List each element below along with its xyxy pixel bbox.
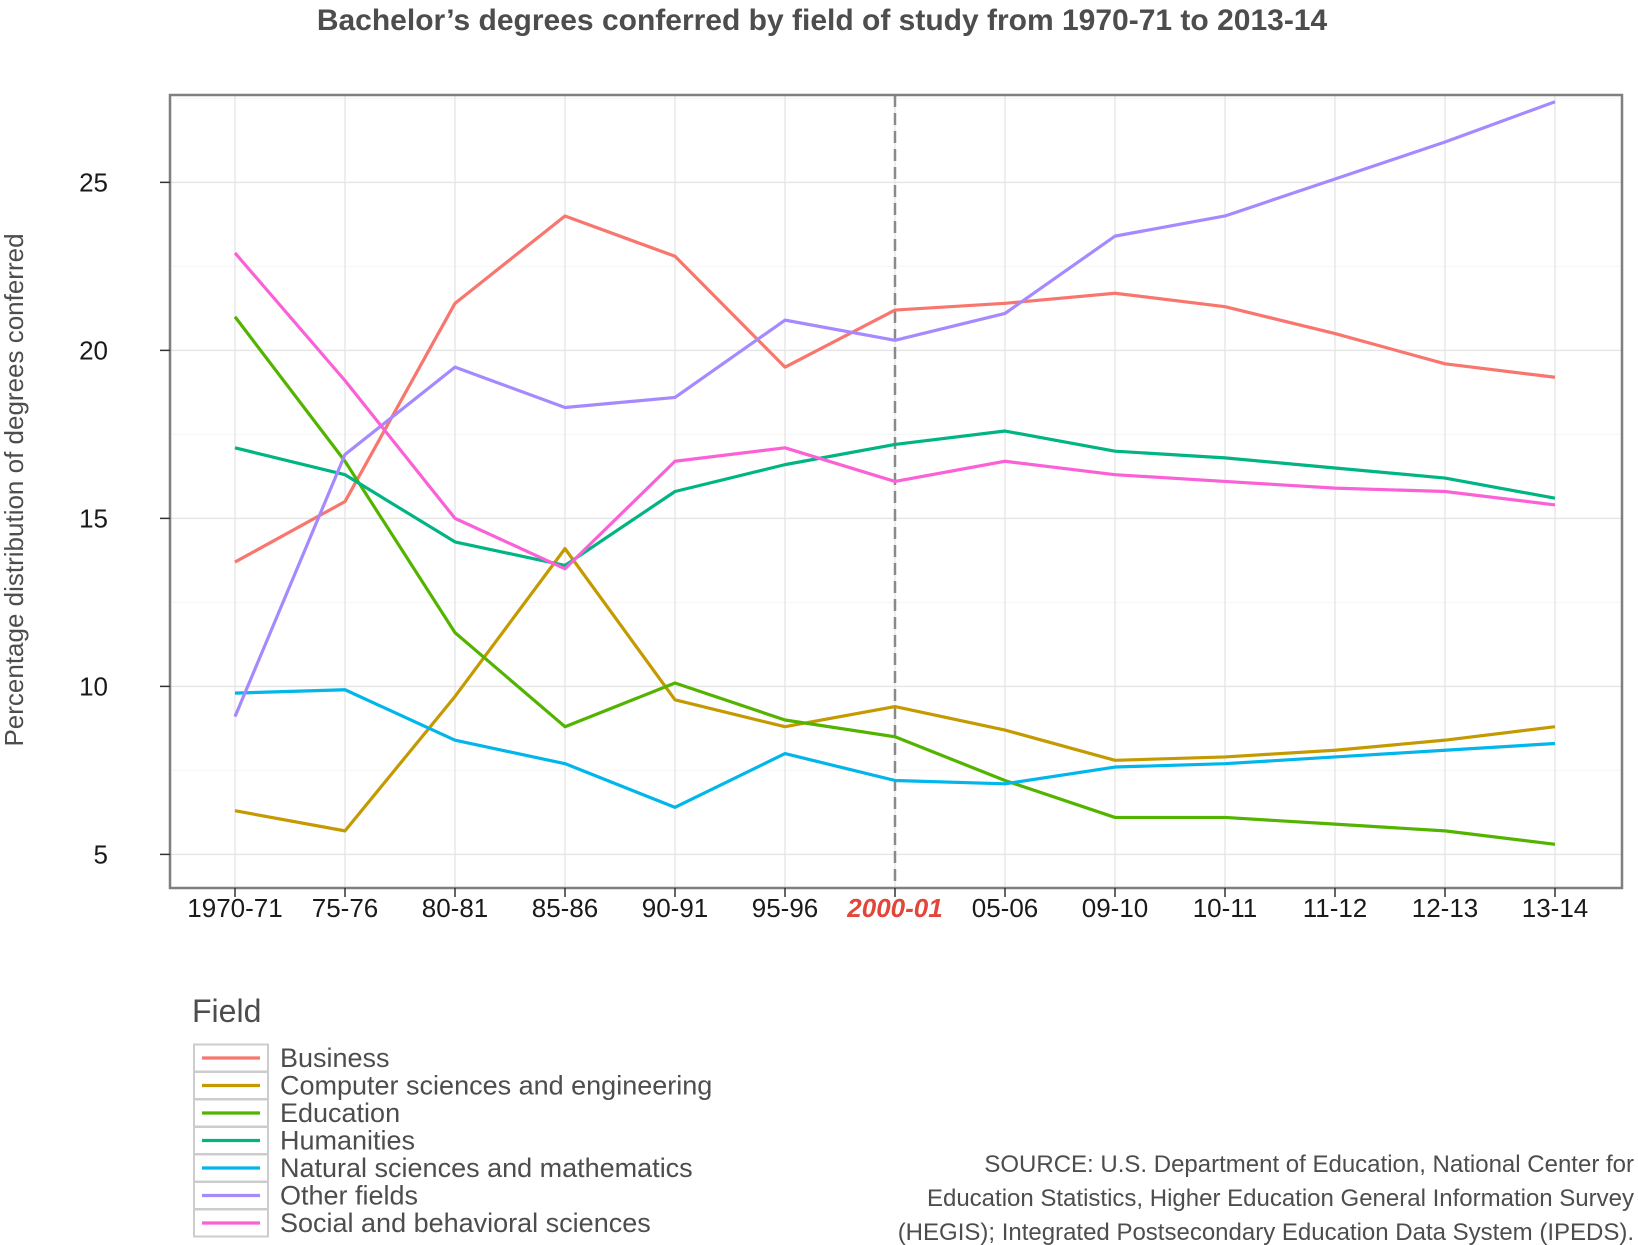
x-axis-ticks: 1970-71 75-76 80-81 85-86 90-91 95-96 2000-01 0… (187, 888, 1588, 923)
x-tick-label: 2000-01 (846, 893, 942, 923)
legend-label: Education (280, 1098, 400, 1128)
source-line-1: SOURCE: U.S. Department of Education, Na… (984, 1151, 1634, 1178)
y-tick-label: 5 (94, 839, 108, 869)
x-tick-label: 95-96 (752, 893, 819, 923)
x-tick-label: 10-11 (1193, 893, 1258, 923)
x-tick-label: 80-81 (422, 893, 489, 923)
series-line-computer-sciences-and-engineering (234, 547, 1556, 833)
x-tick-label: 13-14 (1522, 893, 1589, 923)
x-tick-label: 09-10 (1082, 893, 1149, 923)
legend-label: Social and behavioral sciences (280, 1208, 651, 1238)
chart-title: Bachelor’s degrees conferred by field of… (317, 4, 1328, 37)
y-tick-label: 10 (79, 671, 108, 701)
x-tick-label: 05-06 (972, 893, 1039, 923)
legend-label: Computer sciences and engineering (280, 1071, 712, 1101)
series-line-social-and-behavioral-sciences (233, 251, 1556, 571)
series-lines (233, 100, 1556, 846)
legend-label: Business (280, 1043, 390, 1073)
x-tick-label: 85-86 (532, 893, 599, 923)
y-tick-label: 15 (79, 503, 108, 533)
legend-label: Natural sciences and mathematics (280, 1153, 693, 1183)
y-tick-label: 20 (79, 335, 108, 365)
source-note: SOURCE: U.S. Department of Education, Na… (898, 1151, 1634, 1245)
legend-title: Field (192, 993, 261, 1029)
y-tick-label: 25 (79, 167, 108, 197)
legend-label: Other fields (280, 1181, 418, 1211)
series-line-education (233, 315, 1556, 846)
legend-label: Humanities (280, 1126, 415, 1156)
x-tick-label: 75-76 (312, 893, 379, 923)
x-tick-label: 1970-71 (187, 893, 282, 923)
y-axis-ticks: 5 10 15 20 25 (79, 167, 170, 869)
x-tick-label: 12-13 (1412, 893, 1479, 923)
series-line-other-fields (233, 100, 1556, 718)
grid-lines (170, 95, 1622, 888)
series-line-natural-sciences-and-mathematics (234, 688, 1556, 809)
series-line-business (234, 214, 1556, 564)
y-axis-label: Percentage distribution of degrees confe… (0, 233, 29, 746)
source-line-3: (HEGIS); Integrated Postsecondary Educat… (898, 1219, 1634, 1245)
series-line-humanities (234, 429, 1556, 568)
x-tick-label: 11-12 (1303, 893, 1368, 923)
plot-border (168, 93, 1624, 890)
source-line-2: Education Statistics, Higher Education G… (927, 1185, 1634, 1212)
x-tick-label: 90-91 (642, 893, 709, 923)
